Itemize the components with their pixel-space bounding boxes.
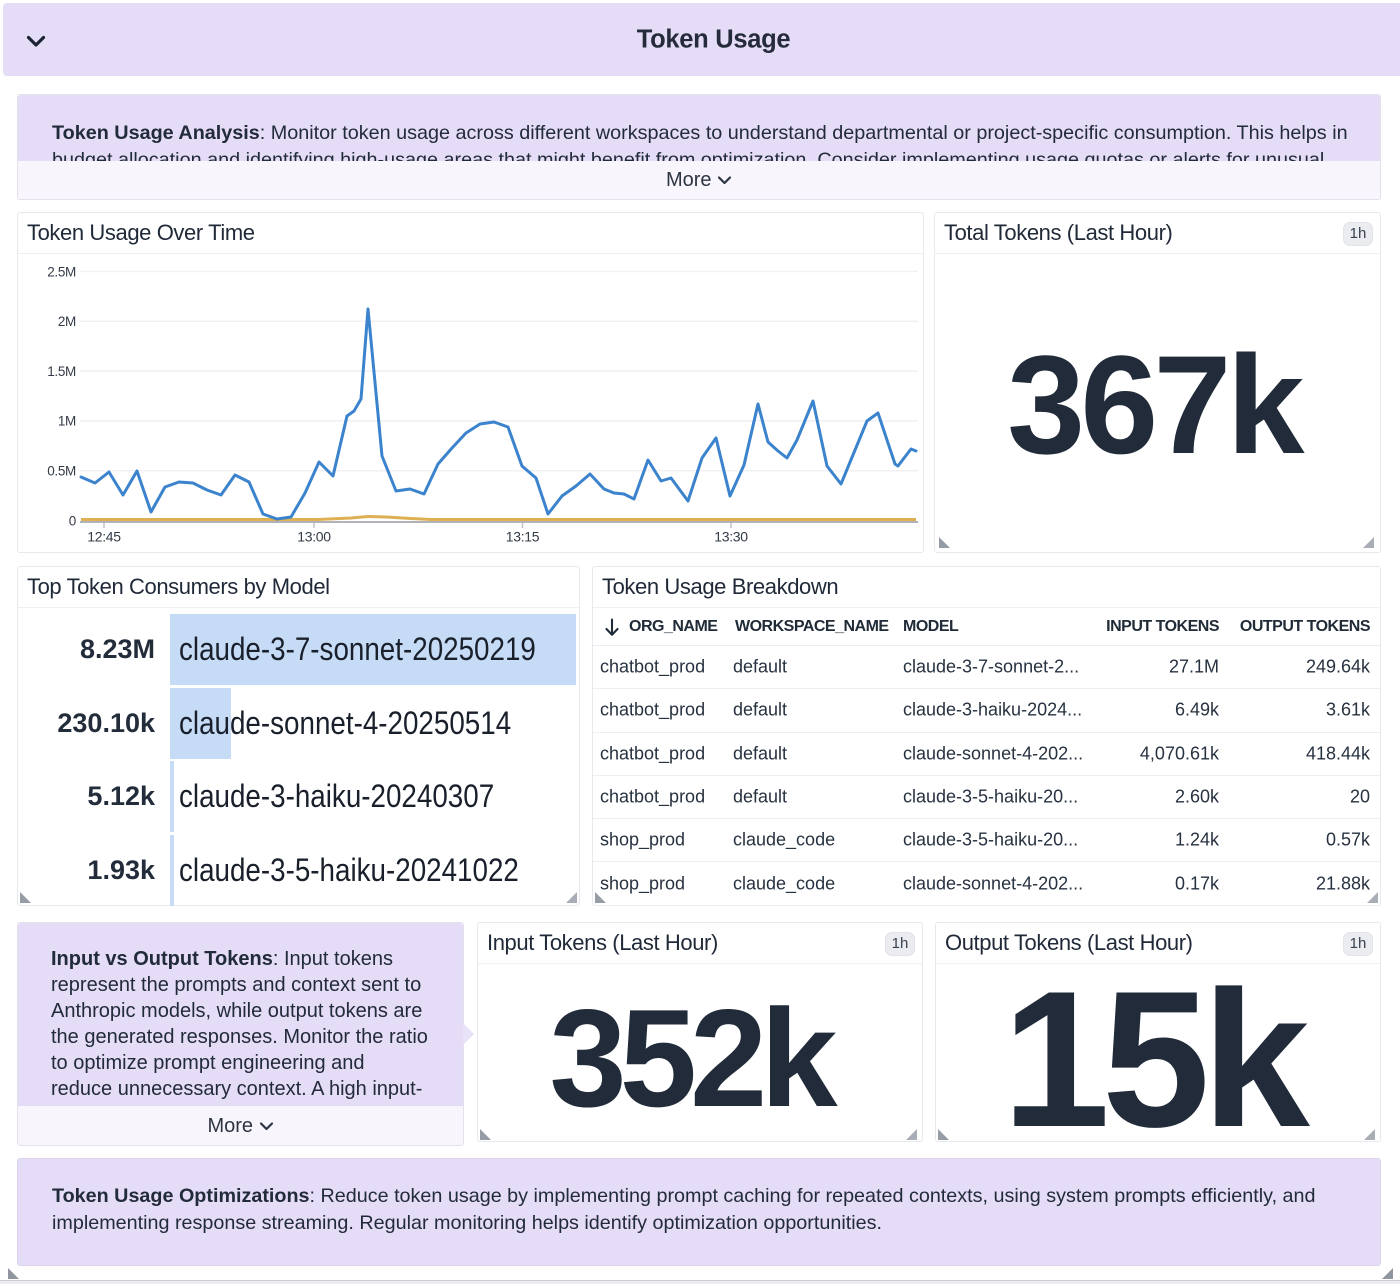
- svg-text:1.5M: 1.5M: [47, 364, 76, 379]
- svg-text:12:45: 12:45: [87, 528, 121, 544]
- svg-text:2.5M: 2.5M: [47, 264, 76, 279]
- svg-text:1M: 1M: [58, 414, 76, 429]
- svg-text:0: 0: [69, 513, 76, 528]
- svg-text:13:00: 13:00: [297, 528, 331, 544]
- svg-text:2M: 2M: [58, 314, 76, 329]
- svg-text:0.5M: 0.5M: [47, 464, 76, 479]
- svg-text:13:30: 13:30: [714, 528, 748, 544]
- svg-text:13:15: 13:15: [506, 528, 540, 544]
